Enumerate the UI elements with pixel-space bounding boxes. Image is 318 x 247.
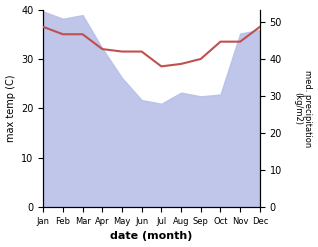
Y-axis label: med. precipitation
(kg/m2): med. precipitation (kg/m2) <box>293 70 313 147</box>
X-axis label: date (month): date (month) <box>110 231 193 242</box>
Y-axis label: max temp (C): max temp (C) <box>5 75 16 142</box>
